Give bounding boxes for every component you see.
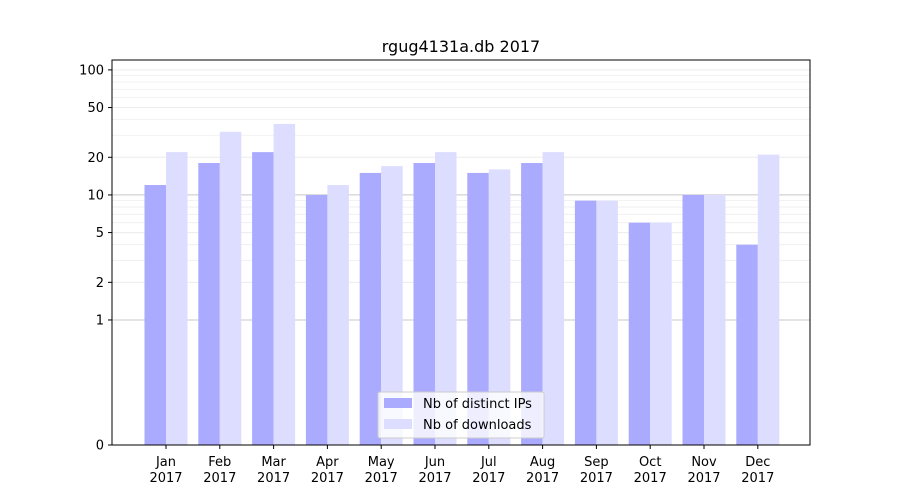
bar-downloads	[488, 169, 511, 445]
legend-label-distinct-ips: Nb of distinct IPs	[423, 397, 532, 412]
bar-downloads	[435, 152, 457, 445]
bar-distinct-ips	[521, 163, 543, 445]
x-tick-label-month: Aug	[530, 455, 555, 470]
bar-distinct-ips	[198, 163, 220, 445]
x-tick-label-month: Mar	[261, 455, 286, 470]
x-tick-label-year: 2017	[687, 471, 720, 486]
legend-box	[377, 391, 545, 439]
x-tick-label-year: 2017	[203, 471, 236, 486]
bar-downloads	[219, 131, 242, 445]
x-tick-label-month: Jan	[155, 455, 176, 470]
legend-swatch-downloads	[384, 419, 412, 429]
y-tick-label: 5	[96, 226, 104, 241]
legend-swatch-distinct-ips	[384, 398, 412, 408]
y-tick-label: 1	[96, 313, 104, 328]
bar-downloads	[542, 152, 565, 445]
bar-distinct-ips	[467, 172, 489, 446]
bar-distinct-ips	[682, 194, 704, 445]
bars	[144, 123, 780, 446]
x-tick-label-month: Jul	[480, 455, 497, 470]
bar-downloads	[704, 194, 726, 445]
x-tick-label-month: Jun	[424, 455, 445, 470]
plot-frame	[111, 59, 811, 446]
x-tick-label-month: Nov	[691, 455, 717, 470]
x-tick-label-month: Apr	[316, 455, 339, 470]
x-tick-label-year: 2017	[311, 471, 344, 486]
x-tick-label-year: 2017	[257, 471, 290, 486]
x-axis: Jan2017Feb2017Mar2017Apr2017May2017Jun20…	[149, 445, 774, 486]
bar-downloads	[757, 154, 780, 445]
y-tick-label: 0	[96, 439, 104, 454]
legend: Nb of distinct IPs Nb of downloads	[377, 391, 545, 439]
x-tick-label-year: 2017	[149, 471, 182, 486]
y-tick-label: 50	[87, 101, 104, 116]
bar-distinct-ips	[305, 194, 328, 445]
x-tick-label-month: Oct	[639, 455, 661, 470]
y-axis: 0 1 2 5 10 20 50 100	[79, 63, 112, 454]
bar-downloads	[327, 185, 349, 445]
x-tick-label-month: Dec	[745, 455, 770, 470]
x-tick-label-year: 2017	[365, 471, 398, 486]
bar-downloads	[381, 166, 403, 445]
bar-downloads	[650, 222, 672, 445]
x-tick-label-month: Sep	[584, 455, 609, 470]
x-tick-label-year: 2017	[580, 471, 613, 486]
x-tick-label-year: 2017	[526, 471, 559, 486]
bar-distinct-ips	[413, 163, 435, 445]
bar-downloads	[166, 152, 188, 445]
x-tick-label-year: 2017	[741, 471, 774, 486]
x-tick-label-month: Feb	[208, 455, 231, 470]
y-tick-label: 100	[79, 63, 104, 78]
bar-downloads	[273, 123, 296, 445]
bar-distinct-ips	[628, 222, 651, 445]
y-tick-label: 20	[87, 151, 104, 166]
y-tick-label: 10	[87, 188, 104, 203]
y-tick-label: 2	[96, 276, 104, 291]
legend-label-downloads: Nb of downloads	[423, 418, 532, 433]
bar-distinct-ips	[144, 185, 166, 445]
bar-distinct-ips	[736, 244, 758, 445]
bar-distinct-ips	[574, 200, 597, 445]
x-tick-label-year: 2017	[634, 471, 667, 486]
bar-distinct-ips	[252, 152, 274, 445]
x-tick-label-year: 2017	[472, 471, 505, 486]
bar-downloads	[596, 200, 618, 445]
x-tick-label-month: May	[368, 455, 395, 470]
chart-title: rgug4131a.db 2017	[382, 37, 540, 56]
x-tick-label-year: 2017	[418, 471, 451, 486]
bar-distinct-ips	[359, 172, 382, 446]
